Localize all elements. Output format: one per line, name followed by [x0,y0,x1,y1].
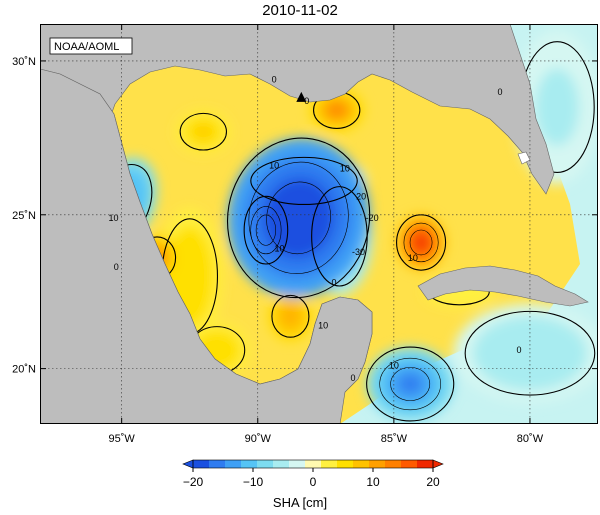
contour-label: 0 [272,74,277,84]
triangle-marker-icon [296,91,307,102]
anomaly-blob [414,235,428,250]
contour-label: 0 [351,373,356,383]
contour-label: 20 [356,191,366,201]
credit-box: NOAA/AOML [49,37,133,55]
contour-label: 0 [498,87,503,97]
contour-label: 10 [389,361,399,371]
anomaly-blob [399,374,422,394]
colorbar-segment [209,460,226,468]
contour-line [409,229,433,256]
contour-line [255,214,277,246]
colorbar-label: SHA [cm] [272,495,328,510]
map-title: 2010-11-02 [262,2,338,19]
anomaly-blob [181,259,198,294]
lon-tick-label: 85˚W [381,433,408,445]
contour-line [271,294,310,338]
anomaly-blob [546,87,569,127]
contour-label: 0 [331,278,336,288]
colorbar-segment [289,460,306,468]
credit-text: NOAA/AOML [54,41,119,53]
cuba-land [417,265,589,307]
contour-label: 10 [340,164,350,174]
colorbar-segment [385,460,402,468]
colorbar-segment [369,460,386,468]
anomaly-blob [284,310,296,323]
anomaly-blob [196,126,211,138]
colorbar-segment [353,460,370,468]
colorbar-segment [193,460,210,468]
colorbar-outline [192,459,434,469]
contour-line [226,137,371,299]
sea-height-map: 0 10 0 0 10 10 20 -20 -30 10 10 10 0 0 0 0 10 NOAA/AOML [40,24,598,424]
lon-tick-label: 80˚W [517,433,544,445]
contour-line [403,222,439,263]
colorbar-segment [417,460,434,468]
contour-label: 0 [114,262,119,272]
contour-label: 10 [275,244,285,254]
anomaly-blob [329,104,344,116]
contour-line [248,161,349,274]
contour-label: -20 [366,213,379,223]
contour-line [366,346,455,422]
anomaly-blob [208,343,226,358]
colorbar-tick-label: −10 [243,475,264,489]
colorbar-segment [257,460,274,468]
colorbar-segment [305,460,322,468]
contour-line [266,181,331,255]
contour-line [250,156,358,206]
contour-label: -30 [352,247,365,257]
colorbar: −20 −10 0 10 20 [182,459,444,489]
lat-lon-grid [40,24,598,424]
map-frame [40,24,598,424]
lat-tick-label: 30˚N [12,56,36,68]
contour-label: 0 [304,96,309,106]
colorbar-segment [225,460,242,468]
colorbar-max-arrow-icon [432,459,444,469]
contour-label: 10 [408,253,418,263]
contour-label: 10 [108,213,118,223]
anomaly-blob [280,197,317,238]
lat-tick-label: 20˚N [12,364,36,376]
contour-label: 10 [318,321,328,331]
lat-tick-label: 25˚N [12,210,36,222]
mexico-land [40,68,373,424]
colorbar-segment [337,460,354,468]
colorbar-segment [321,460,338,468]
colorbar-segment [401,460,418,468]
contour-labels: 0 10 0 0 10 10 20 -20 -30 10 10 10 0 0 0 0 10 [108,74,521,382]
colorbar-min-arrow-icon [182,459,194,469]
map-panel: 0 10 0 0 10 10 20 -20 -30 10 10 10 0 0 0 0 10 NOAA/AOML [40,24,598,424]
colorbar-tick-label: 10 [366,475,380,489]
colorbar-segment [241,460,258,468]
colorbar-tick-label: 20 [426,475,440,489]
contour-label: 10 [269,161,279,171]
land-masses [40,24,589,424]
colorbar-segment [273,460,290,468]
colorbar-tick-label: 0 [310,475,317,489]
contour-line [179,112,228,151]
anomaly-field [64,30,598,421]
contour-line [390,367,431,401]
contour-label: 0 [517,345,522,355]
station-marker [296,91,307,102]
contour-line [243,195,289,265]
contour-line [379,357,441,411]
lon-tick-label: 95˚W [109,433,136,445]
lon-tick-label: 90˚W [245,433,272,445]
colorbar-tick-label: −20 [183,475,204,489]
contour-line [464,310,596,396]
contour-line [250,206,282,255]
